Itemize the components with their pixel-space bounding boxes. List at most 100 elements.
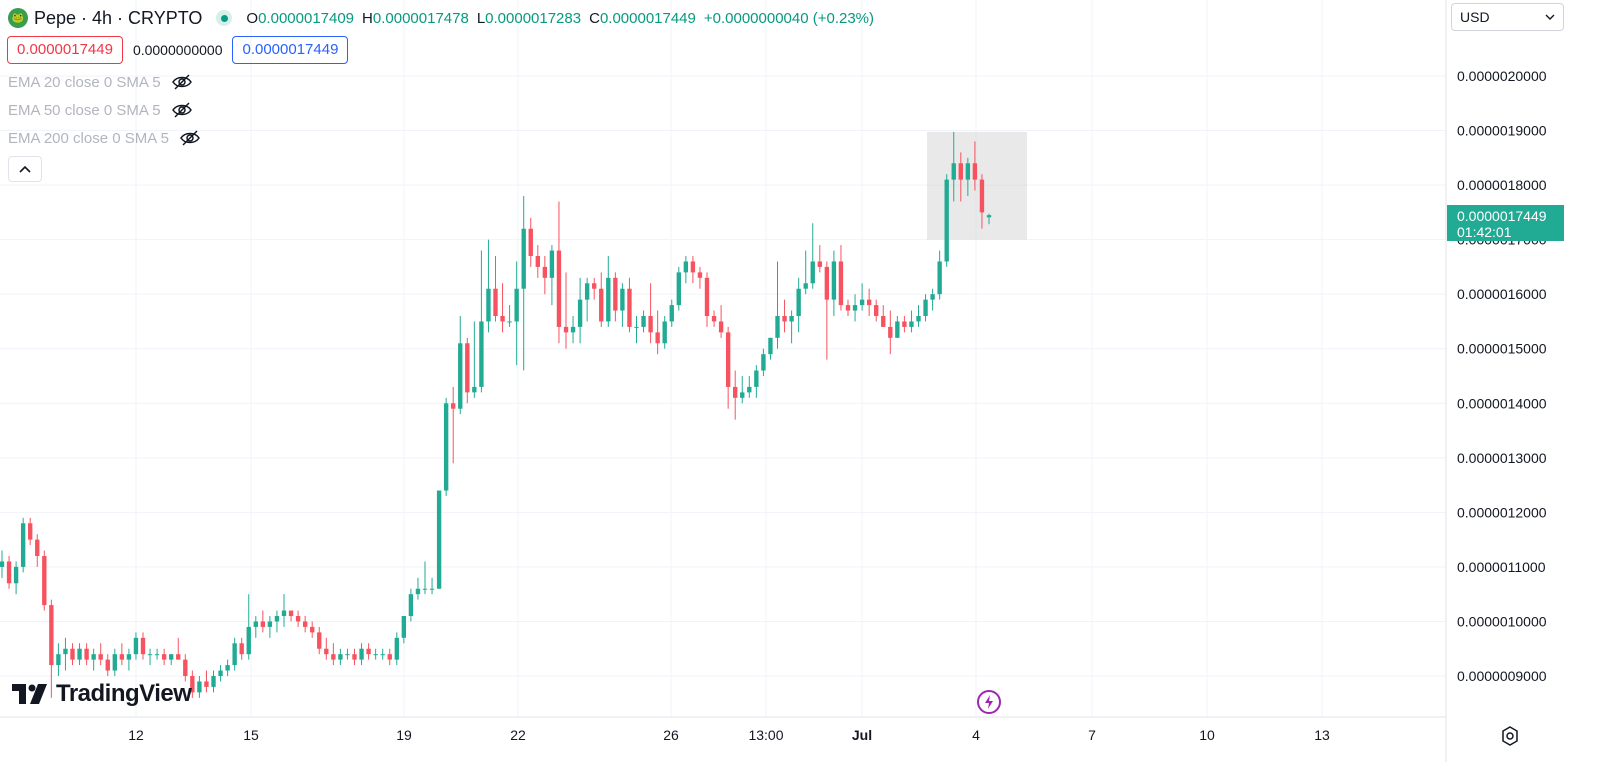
candle (239, 637, 244, 660)
candle-body (584, 283, 590, 300)
candle-body (35, 539, 40, 556)
candle (606, 256, 611, 327)
eye-off-icon[interactable] (171, 101, 193, 119)
candle (331, 643, 336, 666)
candle (902, 316, 907, 333)
candle-body (500, 316, 505, 322)
indicator-label: EMA 50 close 0 SMA 5 (8, 101, 161, 119)
candle-body (465, 343, 470, 393)
candle (874, 299, 879, 322)
buy-button[interactable]: 0.0000017449 (232, 36, 349, 64)
candle (986, 213, 992, 225)
close-value: 0.0000017449 (599, 9, 696, 27)
candle (690, 256, 696, 284)
candle-body (613, 277, 618, 311)
candle-body (401, 616, 407, 638)
candle-body (429, 588, 435, 590)
candle-body (951, 163, 956, 180)
candle-body (909, 321, 914, 327)
candle-body (944, 179, 949, 262)
candle (669, 299, 674, 327)
candle (514, 261, 519, 366)
candle (288, 610, 294, 622)
candle (281, 594, 287, 627)
candle (317, 626, 322, 655)
currency-select[interactable]: USD (1451, 3, 1564, 31)
candle (0, 550, 5, 578)
candle (507, 305, 512, 327)
candle (20, 517, 26, 573)
low-label: L (476, 9, 486, 27)
candle (556, 201, 562, 344)
collapse-indicators-button[interactable] (8, 156, 42, 182)
candle-body (105, 659, 110, 671)
candle-body (472, 386, 477, 393)
candle-body (845, 305, 851, 311)
candle (161, 648, 167, 666)
candle (190, 670, 195, 698)
low-value: 0.0000017283 (485, 9, 582, 27)
candle-body (218, 670, 223, 676)
candle (415, 577, 421, 600)
candle-body (888, 326, 893, 338)
candle (169, 654, 174, 666)
lightning-icon[interactable] (977, 690, 1001, 714)
highlight-range (927, 131, 1027, 240)
price-tick-label: 0.0000019000 (1457, 123, 1547, 139)
candle (881, 305, 886, 327)
candle (408, 588, 414, 622)
sell-button[interactable]: 0.0000017449 (7, 36, 123, 64)
candle (140, 632, 146, 660)
candle-body (542, 266, 548, 278)
candle (838, 245, 844, 311)
candle-body (690, 261, 696, 273)
candle (676, 266, 681, 311)
candle (352, 648, 357, 666)
candle-body (704, 277, 710, 316)
candle (274, 610, 280, 633)
candle (852, 294, 858, 322)
close-label: C (589, 9, 600, 27)
candles (0, 131, 992, 698)
eye-off-icon[interactable] (171, 73, 193, 91)
eye-off-icon[interactable] (179, 129, 201, 147)
indicator-ema200[interactable]: EMA 200 close 0 SMA 5 (8, 129, 201, 147)
candle-body (352, 654, 357, 660)
candle-body (154, 654, 160, 656)
candle (302, 616, 308, 633)
candle-body (782, 316, 787, 322)
candle-body (627, 288, 632, 327)
candle (387, 648, 392, 666)
candle (359, 643, 364, 666)
indicator-ema50[interactable]: EMA 50 close 0 SMA 5 (8, 101, 193, 119)
candle (937, 250, 942, 300)
time-tick-label: 12 (128, 727, 144, 743)
candle (859, 283, 865, 311)
indicator-ema20[interactable]: EMA 20 close 0 SMA 5 (8, 73, 193, 91)
tradingview-logo[interactable]: TradingView (12, 680, 192, 708)
candle (584, 277, 590, 322)
chart-settings-gear-icon[interactable] (1498, 724, 1522, 748)
candle-body (648, 316, 653, 333)
candle-body (592, 283, 597, 289)
candle-body (965, 163, 971, 180)
candle (479, 250, 484, 393)
candle (916, 305, 921, 327)
candle (176, 637, 181, 660)
symbol-title[interactable]: Pepe · 4h · CRYPTO (34, 7, 203, 28)
candle-body (63, 648, 68, 655)
candle (373, 648, 378, 660)
candle-body (817, 261, 822, 267)
market-open-status-icon (216, 10, 233, 26)
candle-body (599, 288, 604, 322)
candle-body (986, 215, 992, 218)
candle (98, 643, 103, 666)
candle (267, 616, 273, 638)
candle (91, 648, 96, 671)
candle-body (866, 299, 872, 306)
candle-body (183, 659, 188, 676)
candle (338, 648, 343, 666)
candle-body (747, 386, 752, 393)
bar-countdown: 01:42:01 (1457, 224, 1512, 240)
